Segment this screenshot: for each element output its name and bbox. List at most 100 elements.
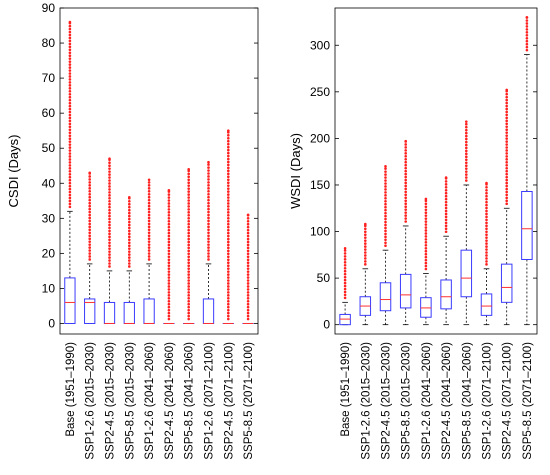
wsdi-outlier-point bbox=[444, 221, 448, 225]
csdi-outlier-point bbox=[167, 270, 171, 273]
csdi-outlier-point bbox=[167, 237, 171, 241]
wsdi-outlier-point bbox=[384, 220, 387, 224]
wsdi-outlier-point bbox=[444, 176, 448, 179]
wsdi-box-iqr bbox=[521, 190, 533, 260]
wsdi-outlier-point bbox=[505, 137, 509, 140]
csdi-outlier-point bbox=[68, 161, 72, 164]
wsdi-outlier-point bbox=[384, 173, 387, 176]
wsdi-outlier-point bbox=[485, 260, 488, 263]
wsdi-outlier-point bbox=[485, 224, 488, 228]
wsdi-outlier-point bbox=[444, 180, 448, 183]
wsdi-plot-frame bbox=[334, 7, 538, 335]
csdi-outlier-point bbox=[227, 311, 230, 315]
csdi-outlier-point bbox=[88, 237, 91, 241]
csdi-outlier-point bbox=[68, 158, 72, 161]
wsdi-outlier-point bbox=[444, 209, 448, 213]
wsdi-outlier-point bbox=[485, 242, 488, 245]
csdi-outlier-point bbox=[227, 252, 230, 256]
csdi-outlier-point bbox=[246, 261, 250, 265]
wsdi-outlier-point bbox=[505, 181, 509, 185]
wsdi-outlier-point bbox=[485, 186, 488, 189]
csdi-outlier-point bbox=[147, 243, 151, 246]
csdi-outlier-point bbox=[68, 69, 72, 72]
csdi-outlier-point bbox=[207, 201, 210, 205]
csdi-outlier-point bbox=[68, 131, 72, 135]
csdi-outlier-point bbox=[68, 137, 72, 141]
wsdi-outlier-point bbox=[384, 223, 387, 227]
csdi-outlier-point bbox=[227, 270, 230, 273]
csdi-ytick-label: 50 bbox=[42, 141, 56, 155]
csdi-outlier-point bbox=[88, 184, 91, 187]
wsdi-outlier-point bbox=[444, 203, 448, 207]
csdi-outlier-point bbox=[187, 264, 190, 267]
csdi-outlier-point bbox=[167, 246, 171, 250]
csdi-category-label: SSP5-8.5 (2041–2060) bbox=[184, 342, 196, 460]
csdi-outlier-point bbox=[147, 225, 151, 229]
csdi-outlier-point bbox=[108, 226, 111, 230]
csdi-outlier-point bbox=[187, 190, 190, 193]
wsdi-outlier-point bbox=[343, 275, 347, 279]
csdi-outlier-point bbox=[207, 187, 210, 190]
csdi-outlier-point bbox=[207, 198, 210, 202]
csdi-outlier-point bbox=[147, 192, 151, 196]
csdi-outlier-point bbox=[147, 213, 151, 217]
csdi-outlier-point bbox=[246, 299, 250, 303]
csdi-ytick-label: 70 bbox=[42, 71, 56, 85]
wsdi-outlier-point bbox=[343, 290, 347, 294]
csdi-outlier-point bbox=[68, 98, 72, 102]
wsdi-category-label: SSP1-2.6 (2041–2060) bbox=[421, 342, 433, 460]
csdi-outlier-point bbox=[227, 308, 230, 312]
csdi-outlier-point bbox=[147, 189, 151, 193]
wsdi-outlier-point bbox=[465, 167, 468, 170]
csdi-outlier-point bbox=[68, 75, 72, 78]
csdi-outlier-point bbox=[167, 228, 171, 232]
csdi-box-iqr bbox=[143, 298, 155, 324]
wsdi-outlier-point bbox=[404, 202, 408, 206]
csdi-outlier-point bbox=[88, 201, 91, 205]
wsdi-outlier-point bbox=[424, 208, 428, 212]
csdi-outlier-point bbox=[167, 202, 171, 205]
csdi-outlier-point bbox=[68, 149, 72, 152]
csdi-outlier-point bbox=[167, 196, 171, 199]
wsdi-outlier-point bbox=[485, 215, 488, 219]
wsdi-outlier-point bbox=[424, 223, 428, 226]
csdi-box-7 bbox=[202, 160, 215, 324]
csdi-outlier-point bbox=[147, 219, 151, 223]
wsdi-outlier-point bbox=[404, 193, 408, 197]
wsdi-outlier-point bbox=[364, 245, 367, 248]
csdi-outlier-point bbox=[108, 157, 111, 161]
csdi-outlier-point bbox=[68, 92, 72, 96]
wsdi-box-3 bbox=[399, 139, 412, 326]
csdi-outlier-point bbox=[227, 181, 230, 185]
csdi-outlier-point bbox=[147, 204, 151, 208]
csdi-outlier-point bbox=[227, 299, 230, 303]
csdi-box-iqr bbox=[103, 301, 116, 324]
csdi-outlier-point bbox=[227, 178, 230, 182]
wsdi-outlier-point bbox=[424, 205, 428, 209]
wsdi-outlier-point bbox=[505, 193, 509, 197]
wsdi-outlier-point bbox=[505, 178, 509, 182]
wsdi-outlier-point bbox=[485, 203, 488, 207]
csdi-outlier-point bbox=[88, 175, 91, 178]
csdi-outlier-point bbox=[128, 235, 131, 239]
csdi-outlier-point bbox=[187, 299, 190, 303]
csdi-outlier-point bbox=[108, 250, 111, 253]
csdi-outlier-point bbox=[227, 154, 230, 158]
wsdi-outlier-point bbox=[525, 19, 529, 22]
csdi-outlier-point bbox=[207, 213, 210, 217]
csdi-outlier-point bbox=[88, 240, 91, 243]
csdi-outlier-point bbox=[108, 238, 111, 242]
csdi-outlier-point bbox=[108, 161, 111, 165]
csdi-outlier-point bbox=[108, 188, 111, 191]
wsdi-outlier-point bbox=[364, 254, 367, 257]
csdi-outlier-point bbox=[246, 222, 250, 226]
csdi-outlier-point bbox=[187, 258, 190, 262]
wsdi-outlier-point bbox=[404, 152, 408, 155]
csdi-outlier-point bbox=[227, 228, 230, 232]
csdi-outlier-point bbox=[128, 253, 131, 256]
wsdi-box-1 bbox=[359, 222, 372, 326]
wsdi-outlier-point bbox=[525, 25, 529, 28]
wsdi-outlier-point bbox=[505, 88, 509, 92]
wsdi-outlier-point bbox=[485, 245, 488, 248]
csdi-outlier-point bbox=[128, 259, 131, 262]
